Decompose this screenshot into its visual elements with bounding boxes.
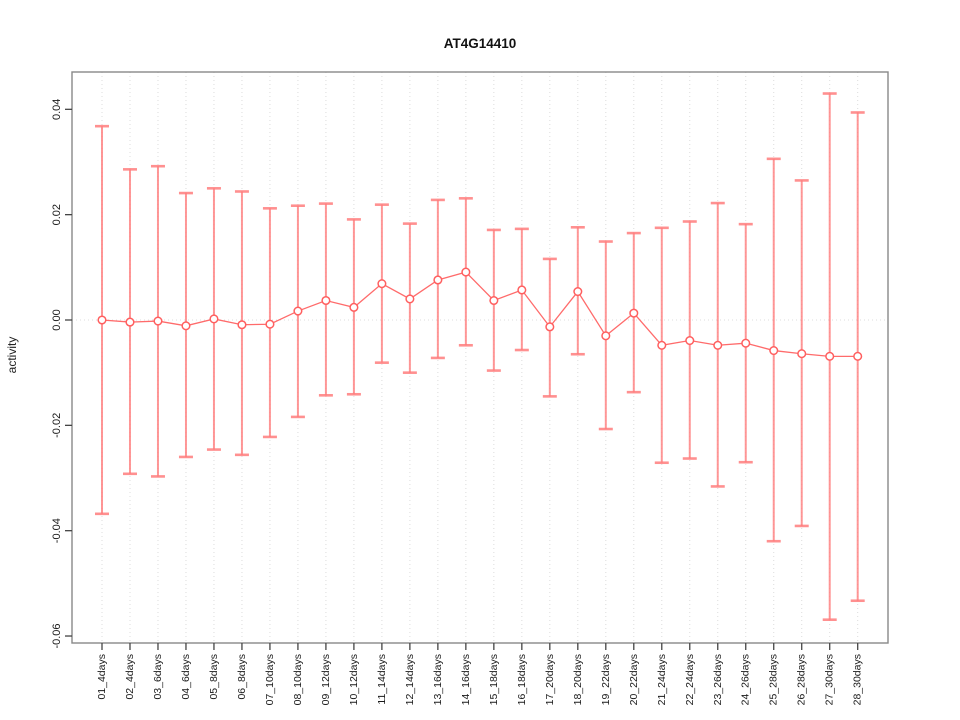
y-axis: 0.04 0.02 0.00 -0.02 -0.04 -0.06	[51, 99, 72, 649]
x-tick-label: 23_26days	[712, 654, 724, 705]
x-tick-label: 16_18days	[516, 654, 528, 705]
x-tick-label: 11_14days	[376, 654, 388, 705]
data-point	[153, 316, 163, 326]
data-point	[461, 267, 471, 277]
data-point	[797, 349, 807, 359]
y-tick-label: -0.02	[51, 413, 63, 438]
x-tick-label: 02_4days	[124, 654, 136, 700]
data-point	[125, 317, 135, 327]
x-tick-label: 28_30days	[852, 654, 864, 705]
data-points	[97, 267, 863, 361]
data-point	[853, 351, 863, 361]
x-tick-label: 15_18days	[488, 654, 500, 705]
data-point	[237, 320, 247, 330]
x-tick-label: 14_16days	[460, 654, 472, 705]
x-tick-label: 09_12days	[320, 654, 332, 705]
plot-frame	[71, 71, 889, 644]
series-line	[101, 271, 858, 357]
data-point	[685, 335, 695, 346]
y-tick-label: -0.06	[51, 623, 63, 648]
y-tick-label: 0.00	[51, 309, 63, 330]
gridlines	[101, 72, 859, 643]
data-point	[545, 322, 555, 332]
x-tick-label: 22_24days	[684, 654, 696, 705]
error-bars	[95, 92, 865, 621]
x-tick-label: 18_20days	[572, 654, 584, 705]
x-tick-label: 19_22days	[600, 654, 612, 705]
data-point	[97, 315, 107, 325]
data-point	[601, 331, 611, 341]
x-tick-label: 24_26days	[740, 654, 752, 705]
chart-title: AT4G14410	[443, 36, 517, 51]
data-point	[209, 314, 219, 324]
x-tick-label: 04_6days	[180, 654, 192, 700]
data-point	[713, 340, 723, 350]
data-point	[489, 295, 499, 306]
x-tick-label: 07_10days	[264, 654, 276, 705]
x-tick-label: 03_6days	[152, 654, 164, 700]
x-tick-label: 06_8days	[236, 654, 248, 700]
data-point	[825, 351, 835, 361]
data-point	[769, 345, 779, 356]
data-point	[405, 294, 415, 304]
x-tick-label: 01_4days	[96, 654, 108, 700]
data-point	[629, 308, 639, 318]
y-tick-label: 0.02	[51, 204, 63, 225]
x-tick-label: 21_24days	[656, 654, 668, 705]
x-tick-label: 25_28days	[768, 654, 780, 705]
data-point	[377, 279, 387, 289]
x-tick-label: 17_20days	[544, 654, 556, 705]
x-tick-label: 20_22days	[628, 654, 640, 705]
x-axis: 01_4days 02_4days 03_6days 04_6days 05_8days…	[96, 643, 864, 705]
data-point	[181, 321, 191, 331]
y-tick-label: 0.04	[51, 99, 63, 120]
data-point	[293, 306, 303, 316]
x-tick-label: 13_16days	[432, 654, 444, 705]
x-tick-label: 26_28days	[796, 654, 808, 705]
data-point	[741, 338, 751, 348]
x-tick-label: 05_8days	[208, 654, 220, 700]
y-tick-label: -0.04	[51, 518, 63, 543]
data-point	[433, 275, 443, 285]
data-point	[573, 287, 583, 297]
data-point	[265, 319, 275, 329]
x-tick-label: 10_12days	[348, 654, 360, 705]
x-tick-label: 27_30days	[824, 654, 836, 705]
x-tick-label: 12_14days	[404, 654, 416, 705]
data-point	[321, 295, 331, 306]
data-point	[657, 340, 667, 350]
x-tick-label: 08_10days	[292, 654, 304, 705]
data-point	[349, 302, 359, 312]
data-point	[517, 285, 527, 295]
